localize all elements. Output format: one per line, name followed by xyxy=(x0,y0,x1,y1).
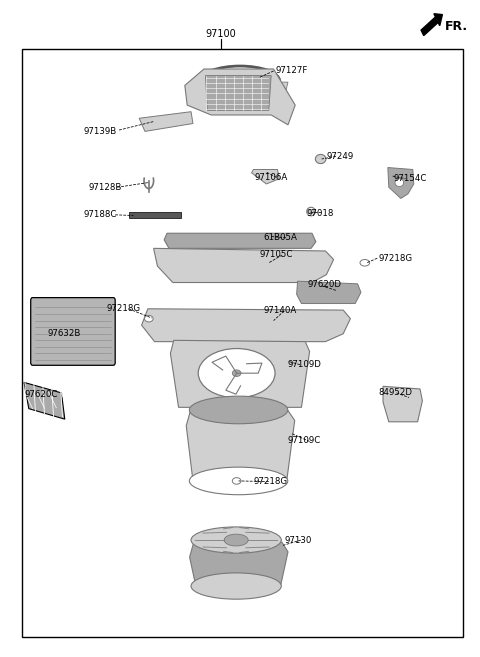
Text: 97105C: 97105C xyxy=(259,250,293,260)
Polygon shape xyxy=(192,82,288,92)
Ellipse shape xyxy=(189,467,288,495)
Text: 97139B: 97139B xyxy=(84,127,117,136)
Text: 97632B: 97632B xyxy=(47,329,81,338)
Bar xyxy=(129,212,181,218)
Ellipse shape xyxy=(315,154,326,164)
FancyArrow shape xyxy=(421,14,443,35)
Text: 97130: 97130 xyxy=(284,535,312,545)
Text: 97249: 97249 xyxy=(326,152,354,161)
Polygon shape xyxy=(170,340,310,407)
Text: 97128B: 97128B xyxy=(89,183,122,192)
Ellipse shape xyxy=(207,70,273,91)
Text: 97188C: 97188C xyxy=(84,210,118,219)
FancyBboxPatch shape xyxy=(31,298,115,365)
Polygon shape xyxy=(190,540,288,586)
Ellipse shape xyxy=(395,179,404,187)
Text: 97127F: 97127F xyxy=(276,66,308,76)
Text: 97140A: 97140A xyxy=(263,306,296,315)
Ellipse shape xyxy=(309,209,313,214)
Polygon shape xyxy=(297,281,361,304)
Polygon shape xyxy=(142,309,350,342)
Polygon shape xyxy=(252,170,279,184)
Polygon shape xyxy=(185,69,295,125)
Polygon shape xyxy=(154,248,334,283)
Ellipse shape xyxy=(232,478,241,484)
Bar xyxy=(22,49,463,637)
Ellipse shape xyxy=(144,315,153,322)
Polygon shape xyxy=(24,382,65,419)
Text: 97218G: 97218G xyxy=(107,304,141,313)
Text: 97620D: 97620D xyxy=(307,280,341,289)
Text: 84952D: 84952D xyxy=(378,388,412,397)
Polygon shape xyxy=(139,112,193,131)
Ellipse shape xyxy=(224,534,248,546)
Text: 97018: 97018 xyxy=(306,209,334,218)
Ellipse shape xyxy=(191,527,281,553)
Text: FR.: FR. xyxy=(445,20,468,33)
Ellipse shape xyxy=(307,208,315,215)
Ellipse shape xyxy=(189,396,288,424)
Text: 97218G: 97218G xyxy=(378,254,412,263)
Polygon shape xyxy=(388,168,414,198)
Text: 97106A: 97106A xyxy=(254,173,288,182)
Polygon shape xyxy=(164,233,316,248)
Polygon shape xyxy=(205,76,271,110)
Ellipse shape xyxy=(360,260,370,266)
Text: 97109D: 97109D xyxy=(288,360,322,369)
Ellipse shape xyxy=(191,573,281,599)
Text: 97620C: 97620C xyxy=(25,390,59,399)
Polygon shape xyxy=(383,386,422,422)
Text: 97154C: 97154C xyxy=(394,174,427,183)
Text: 97100: 97100 xyxy=(205,30,236,39)
Text: 97109C: 97109C xyxy=(287,436,320,445)
Ellipse shape xyxy=(198,348,275,397)
Text: 61B05A: 61B05A xyxy=(263,233,297,242)
Polygon shape xyxy=(186,409,295,481)
Text: 97218G: 97218G xyxy=(253,477,288,486)
Ellipse shape xyxy=(232,370,241,376)
